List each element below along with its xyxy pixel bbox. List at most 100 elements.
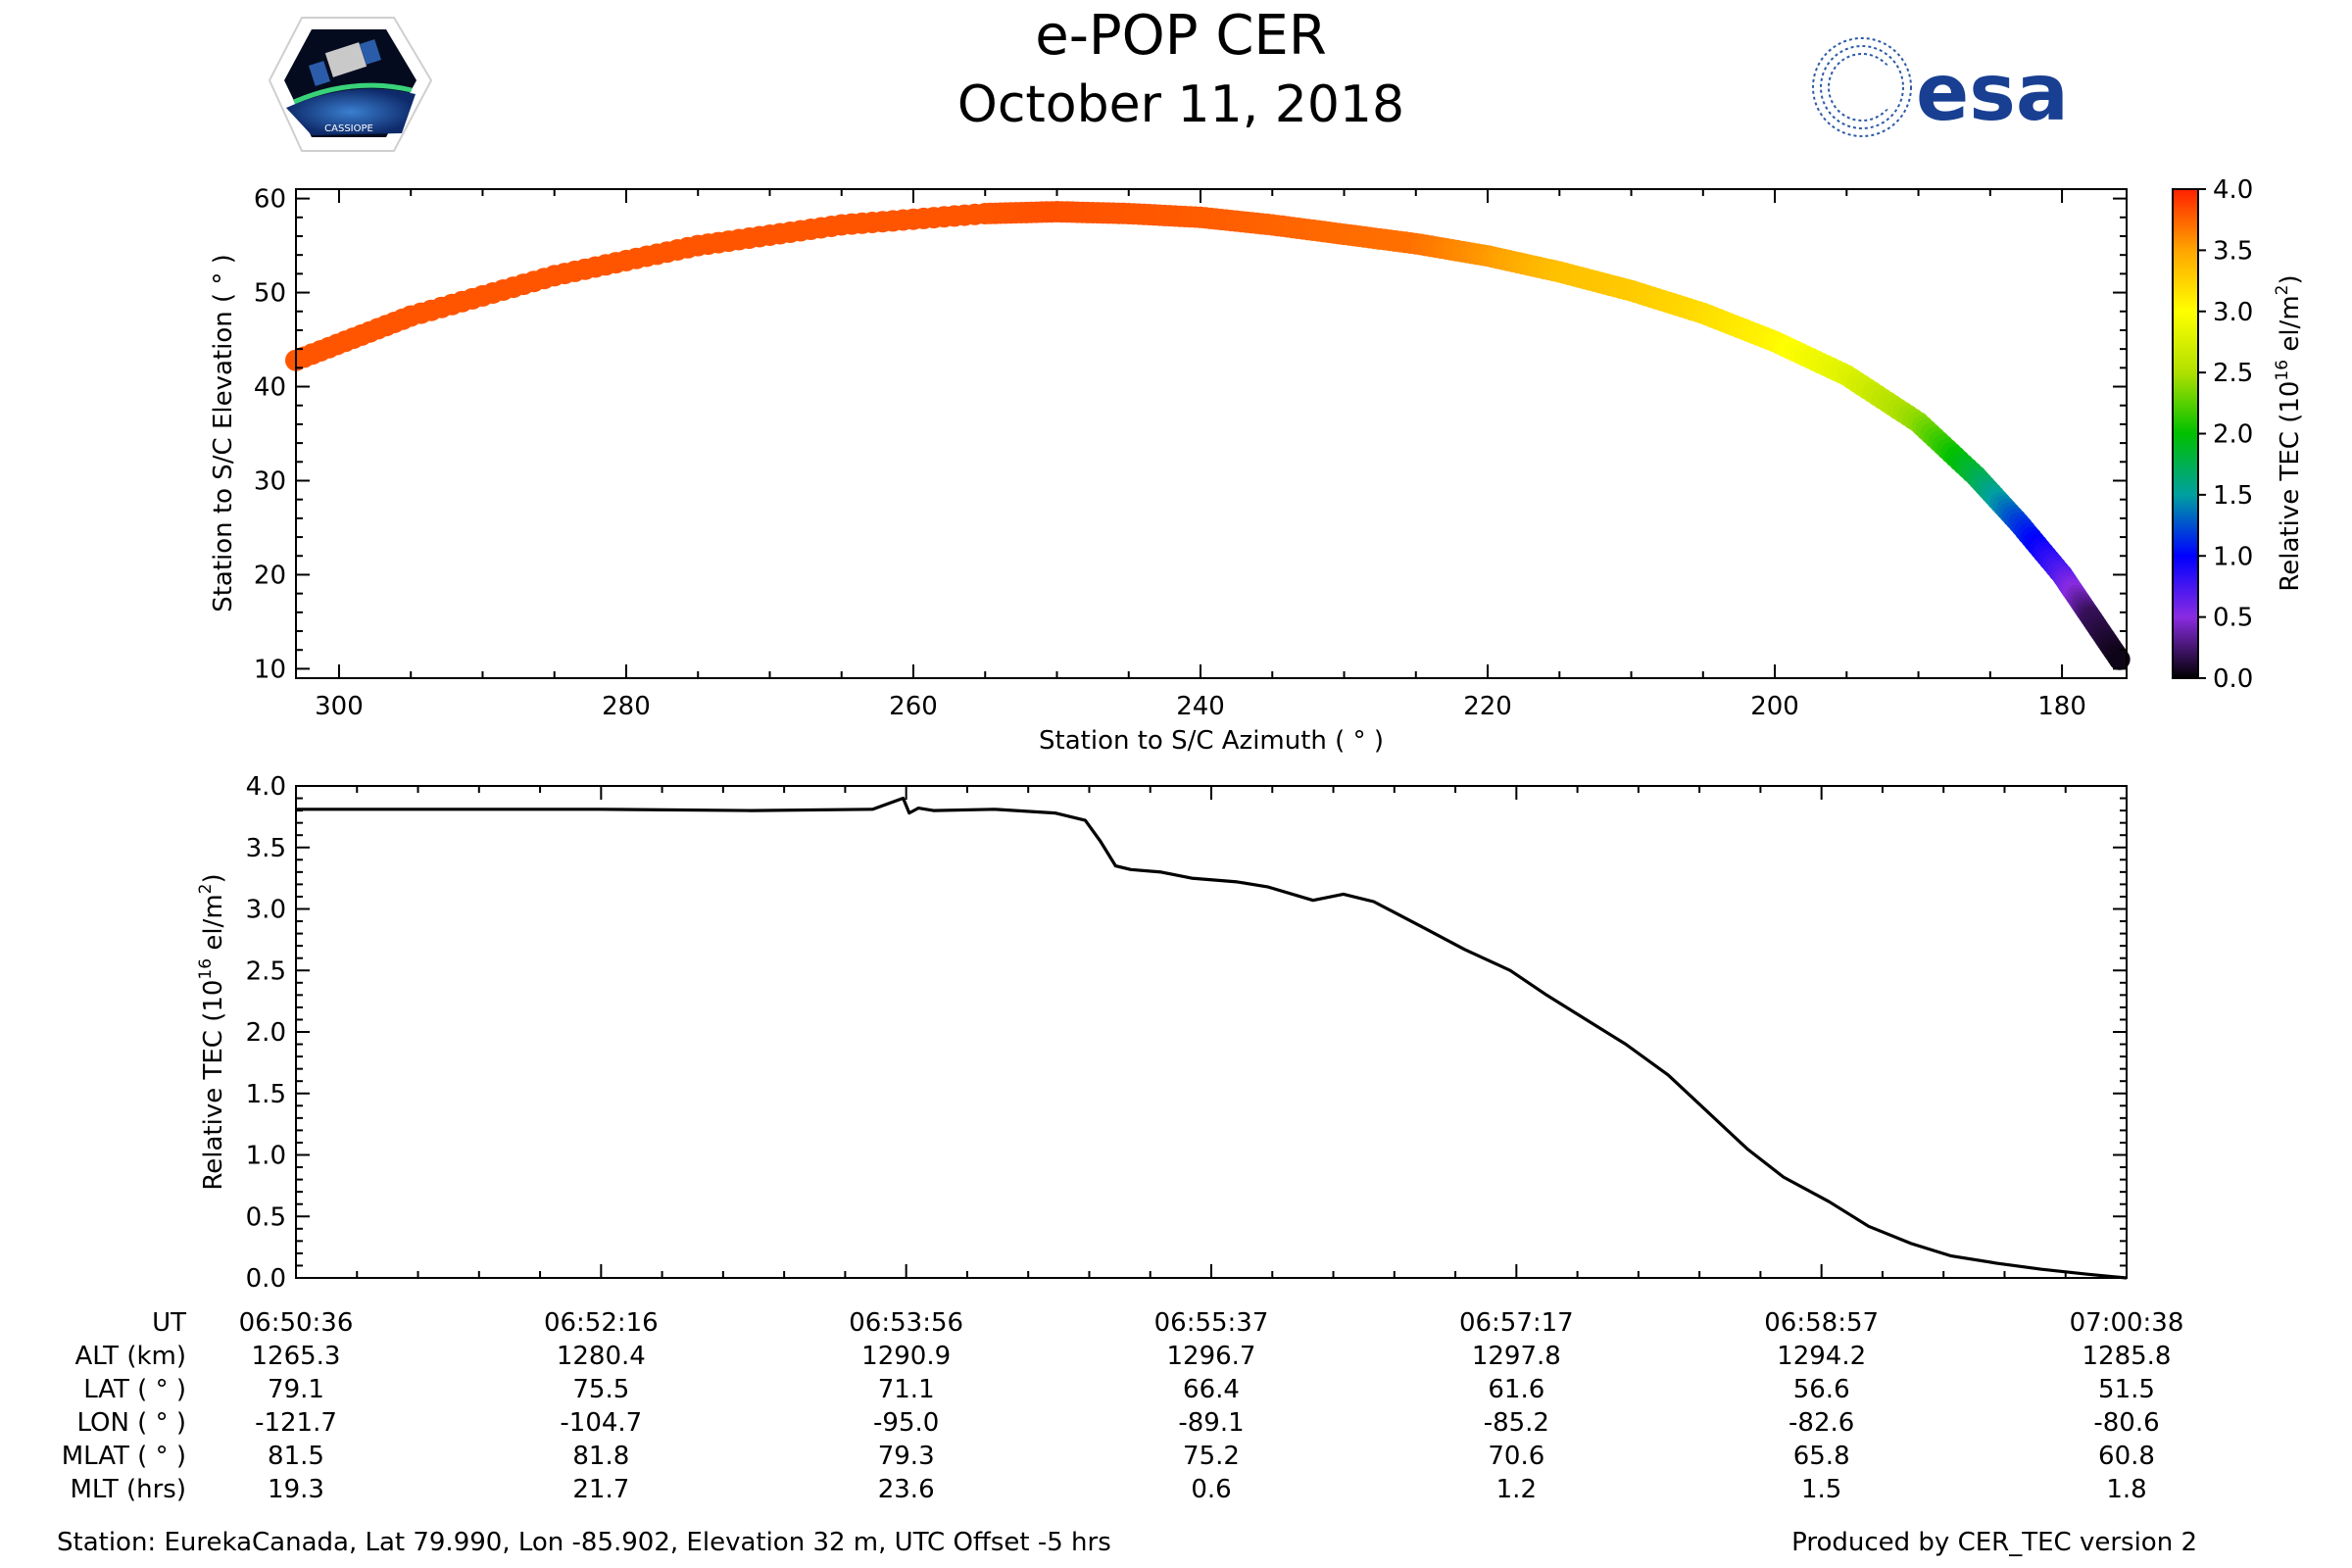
table-row-label: UT bbox=[152, 1308, 186, 1338]
table-cell: -82.6 bbox=[1788, 1408, 1854, 1438]
tec-y-tick-label: 0.5 bbox=[246, 1202, 286, 1232]
track-point bbox=[2108, 648, 2131, 670]
table-cell: 1.2 bbox=[1496, 1475, 1537, 1504]
table-cell: -95.0 bbox=[873, 1408, 939, 1438]
sky-track-y-tick-label: 30 bbox=[254, 466, 286, 496]
producer-footer: Produced by CER_TEC version 2 bbox=[1791, 1528, 2197, 1557]
tec-y-tick-label: 2.0 bbox=[246, 1018, 286, 1048]
sky-track-plot: 300 280 260 240 220 200 180 10 20 30 40 50 60 Statio… bbox=[209, 185, 2131, 756]
table-cell: -80.6 bbox=[2093, 1408, 2159, 1438]
esa-logo: esa bbox=[1812, 37, 2069, 138]
table-cell: -89.1 bbox=[1178, 1408, 1244, 1438]
table-cell: 1294.2 bbox=[1777, 1342, 1866, 1371]
colorbar-tick-label: 4.0 bbox=[2213, 175, 2253, 205]
sky-track-y-tick-label: 40 bbox=[254, 373, 286, 403]
esa-logo-text: esa bbox=[1916, 47, 2069, 138]
colorbar: 0.0 0.5 1.0 1.5 2.0 2.5 3.0 3.5 4.0 Relative TEC… bbox=[2172, 175, 2305, 694]
station-footer: Station: EurekaCanada, Lat 79.990, Lon -… bbox=[57, 1528, 1111, 1557]
table-row-label: ALT (km) bbox=[74, 1342, 186, 1371]
tec-y-tick-label: 0.0 bbox=[246, 1264, 286, 1294]
tec-y-tick-label: 1.5 bbox=[246, 1080, 286, 1109]
table-row-label: LON ( ° ) bbox=[76, 1408, 186, 1438]
colorbar-tick-label: 0.0 bbox=[2213, 664, 2253, 694]
chart-subtitle: October 11, 2018 bbox=[957, 75, 1404, 134]
table-cell: 70.6 bbox=[1488, 1442, 1544, 1471]
sky-track-x-tick-label: 280 bbox=[602, 692, 651, 721]
table-cell: 06:57:17 bbox=[1459, 1308, 1574, 1338]
tec-y-axis-label: Relative TEC (1016 el/m2) bbox=[196, 873, 228, 1190]
tec-y-tick-label: 1.0 bbox=[246, 1142, 286, 1171]
colorbar-tick-label: 1.0 bbox=[2213, 542, 2253, 571]
table-cell: 71.1 bbox=[878, 1375, 935, 1404]
tec-y-tick-label: 4.0 bbox=[246, 772, 286, 802]
tec-series-line bbox=[296, 796, 2128, 1280]
sky-track-y-tick-label: 60 bbox=[254, 185, 286, 215]
colorbar-tick-label: 2.0 bbox=[2213, 420, 2253, 450]
sky-track-frame bbox=[295, 188, 2128, 679]
tec-y-tick-label: 3.5 bbox=[246, 834, 286, 863]
tec-timeseries-frame bbox=[295, 785, 2128, 1279]
table-cell: 75.2 bbox=[1183, 1442, 1240, 1471]
table-cell: 1.5 bbox=[1801, 1475, 1841, 1504]
table-cell: -85.2 bbox=[1484, 1408, 1549, 1438]
table-cell: 56.6 bbox=[1793, 1375, 1850, 1404]
cassiope-logo: CASSIOPE bbox=[268, 17, 433, 152]
table-cell: 60.8 bbox=[2098, 1442, 2155, 1471]
sky-track-y-tick-label: 20 bbox=[254, 561, 286, 590]
table-cell: -104.7 bbox=[560, 1408, 642, 1438]
colorbar-tick-label: 1.5 bbox=[2213, 481, 2253, 511]
table-row-label: LAT ( ° ) bbox=[83, 1375, 186, 1404]
orbit-info-table: UT ALT (km) LAT ( ° ) LON ( ° ) MLAT ( ° ) ML… bbox=[62, 1308, 2184, 1504]
sky-track-x-axis-label: Station to S/C Azimuth ( ° ) bbox=[1039, 726, 1384, 756]
sky-track-y-axis-label: Station to S/C Elevation ( ° ) bbox=[209, 254, 238, 612]
sky-track-y-tick-label: 50 bbox=[254, 279, 286, 309]
colorbar-label: Relative TEC (1016 el/m2) bbox=[2273, 274, 2305, 591]
table-cell: 61.6 bbox=[1488, 1375, 1544, 1404]
sky-track-x-tick-label: 240 bbox=[1176, 692, 1225, 721]
table-cell: 07:00:38 bbox=[2070, 1308, 2184, 1338]
tec-y-tick-label: 3.0 bbox=[246, 896, 286, 925]
table-cell: 19.3 bbox=[268, 1475, 324, 1504]
colorbar-tick-label: 3.0 bbox=[2213, 298, 2253, 327]
sky-track-x-tick-label: 180 bbox=[2037, 692, 2086, 721]
sky-track-y-tick-label: 10 bbox=[254, 655, 286, 684]
sky-track-x-tick-label: 260 bbox=[889, 692, 938, 721]
table-cell: 1285.8 bbox=[2082, 1342, 2172, 1371]
colorbar-tick-label: 2.5 bbox=[2213, 359, 2253, 388]
colorbar-tick-label: 0.5 bbox=[2213, 604, 2253, 633]
table-cell: 1280.4 bbox=[557, 1342, 646, 1371]
table-cell: 1290.9 bbox=[861, 1342, 951, 1371]
table-cell: 06:58:57 bbox=[1764, 1308, 1879, 1338]
sky-track-x-tick-label: 200 bbox=[1750, 692, 1799, 721]
table-cell: 65.8 bbox=[1793, 1442, 1850, 1471]
table-cell: 1296.7 bbox=[1167, 1342, 1256, 1371]
chart-title: e-POP CER bbox=[1035, 4, 1326, 68]
table-cell: 1.8 bbox=[2106, 1475, 2146, 1504]
table-cell: 81.5 bbox=[268, 1442, 324, 1471]
table-cell: 06:50:36 bbox=[239, 1308, 354, 1338]
table-cell: 81.8 bbox=[572, 1442, 629, 1471]
table-cell: 23.6 bbox=[878, 1475, 935, 1504]
table-cell: 1297.8 bbox=[1472, 1342, 1561, 1371]
table-cell: 06:55:37 bbox=[1154, 1308, 1269, 1338]
table-row-label: MLAT ( ° ) bbox=[62, 1442, 186, 1471]
cassiope-logo-text: CASSIOPE bbox=[324, 123, 373, 134]
table-cell: 66.4 bbox=[1183, 1375, 1240, 1404]
colorbar-tick-label: 3.5 bbox=[2213, 236, 2253, 266]
table-cell: 0.6 bbox=[1191, 1475, 1231, 1504]
table-cell: 51.5 bbox=[2098, 1375, 2155, 1404]
table-cell: 1265.3 bbox=[252, 1342, 341, 1371]
sky-track-x-tick-label: 220 bbox=[1463, 692, 1512, 721]
table-cell: 06:52:16 bbox=[544, 1308, 659, 1338]
table-cell: 79.3 bbox=[878, 1442, 935, 1471]
table-cell: 06:53:56 bbox=[849, 1308, 963, 1338]
tec-y-tick-label: 2.5 bbox=[246, 956, 286, 986]
sky-track bbox=[285, 201, 2131, 670]
table-cell: -121.7 bbox=[255, 1408, 337, 1438]
sky-track-x-tick-label: 300 bbox=[315, 692, 364, 721]
table-cell: 79.1 bbox=[268, 1375, 324, 1404]
tec-timeseries-plot: 0.0 0.5 1.0 1.5 2.0 2.5 3.0 3.5 4.0 Relative TEC… bbox=[196, 772, 2128, 1294]
colorbar-scale bbox=[2172, 188, 2199, 679]
table-cell: 21.7 bbox=[572, 1475, 629, 1504]
